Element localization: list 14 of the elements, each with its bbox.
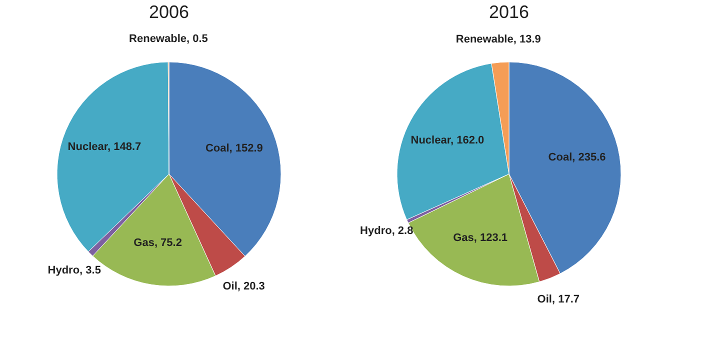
slice-label: Hydro, 2.8 bbox=[360, 225, 414, 238]
slice-label: Coal, 152.9 bbox=[205, 142, 263, 154]
slice-label: Renewable, 13.9 bbox=[456, 33, 541, 46]
slice-label: Hydro, 3.5 bbox=[48, 264, 101, 276]
slice-label: Nuclear, 148.7 bbox=[68, 140, 142, 153]
slice-label: Coal, 235.6 bbox=[548, 152, 606, 164]
slice-label: Oil, 17.7 bbox=[537, 294, 580, 306]
slice-label: Gas, 123.1 bbox=[453, 232, 508, 244]
chart-title: 2006 bbox=[148, 2, 190, 22]
chart-title: 2016 bbox=[488, 2, 530, 22]
slice-label: Gas, 75.2 bbox=[134, 237, 182, 250]
slice-label: Oil, 20.3 bbox=[222, 280, 265, 292]
slice-label: Renewable, 0.5 bbox=[129, 33, 208, 45]
slice-label: Nuclear, 162.0 bbox=[410, 134, 484, 147]
